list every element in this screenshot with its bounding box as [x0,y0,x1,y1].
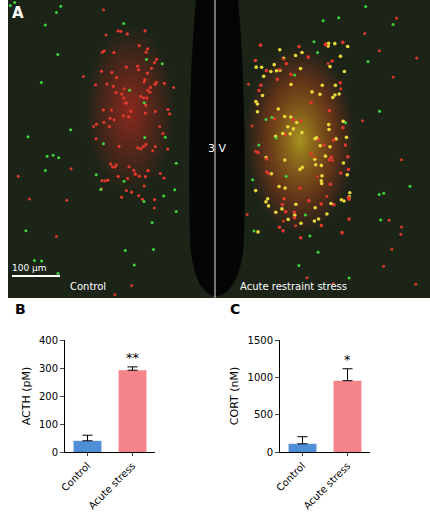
svg-text:B: B [15,301,26,317]
svg-text:400: 400 [39,335,58,346]
svg-text:300: 300 [39,363,58,374]
svg-text:100: 100 [39,419,58,430]
svg-text:200: 200 [39,391,58,402]
svg-text:3 V: 3 V [208,142,226,155]
svg-text:Control: Control [59,460,92,493]
svg-text:0: 0 [267,447,273,458]
svg-text:0: 0 [52,447,58,458]
svg-text:C: C [230,301,240,317]
svg-text:A: A [12,4,24,22]
svg-text:Control: Control [70,281,106,292]
svg-text:500: 500 [254,409,273,420]
svg-text:Acute stress: Acute stress [86,460,137,511]
svg-text:1000: 1000 [248,372,273,383]
svg-text:*: * [344,352,351,367]
svg-text:1500: 1500 [248,335,273,346]
svg-text:**: ** [126,350,140,365]
svg-text:CORT (nM): CORT (nM) [228,367,241,425]
svg-text:Control: Control [274,460,307,493]
svg-text:ACTH (pM): ACTH (pM) [20,367,33,426]
svg-text:100 μm: 100 μm [12,263,47,273]
svg-text:Acute restraint stress: Acute restraint stress [240,281,347,292]
svg-text:Acute stress: Acute stress [301,460,352,511]
